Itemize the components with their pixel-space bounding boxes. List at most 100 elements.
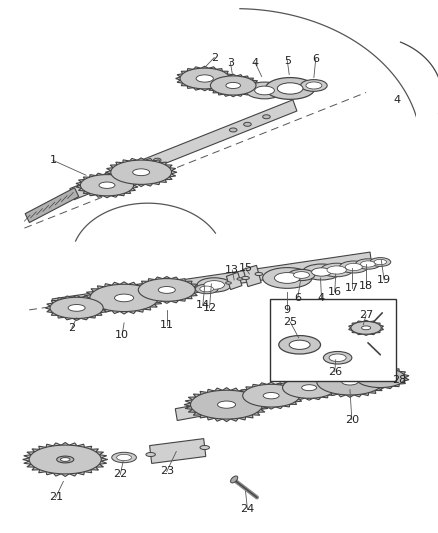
Ellipse shape	[277, 83, 303, 94]
Ellipse shape	[243, 384, 300, 407]
Ellipse shape	[263, 115, 270, 119]
Ellipse shape	[237, 278, 243, 280]
Ellipse shape	[339, 261, 368, 273]
Ellipse shape	[327, 266, 346, 274]
Ellipse shape	[361, 326, 371, 330]
Text: 13: 13	[225, 265, 239, 275]
Polygon shape	[278, 375, 340, 400]
Text: 18: 18	[359, 281, 373, 291]
Polygon shape	[25, 188, 79, 223]
Ellipse shape	[57, 456, 74, 463]
Text: 27: 27	[359, 310, 373, 320]
Ellipse shape	[50, 297, 103, 319]
Ellipse shape	[218, 401, 236, 408]
Ellipse shape	[351, 321, 381, 334]
Ellipse shape	[230, 128, 237, 132]
Polygon shape	[226, 272, 242, 289]
Text: 24: 24	[240, 504, 254, 514]
Text: 6: 6	[312, 53, 319, 63]
Text: 20: 20	[345, 415, 359, 425]
Text: 4: 4	[394, 95, 401, 106]
Ellipse shape	[153, 158, 161, 162]
Ellipse shape	[226, 83, 240, 88]
Text: 3: 3	[227, 58, 234, 68]
Polygon shape	[134, 277, 200, 303]
Text: 22: 22	[113, 470, 127, 480]
Ellipse shape	[244, 122, 251, 126]
Ellipse shape	[133, 169, 150, 176]
Polygon shape	[207, 74, 260, 97]
Text: 10: 10	[115, 330, 129, 340]
Text: 23: 23	[160, 466, 174, 477]
Ellipse shape	[81, 175, 134, 196]
Polygon shape	[176, 66, 234, 91]
Ellipse shape	[139, 164, 147, 168]
Ellipse shape	[138, 279, 195, 301]
Text: 2: 2	[68, 323, 75, 333]
Polygon shape	[184, 387, 269, 422]
Text: 17: 17	[345, 283, 359, 293]
Text: 9: 9	[284, 305, 291, 315]
Ellipse shape	[288, 269, 315, 280]
Text: 26: 26	[328, 367, 342, 377]
Text: 14: 14	[196, 300, 210, 310]
Polygon shape	[52, 252, 371, 311]
Ellipse shape	[263, 268, 312, 288]
Ellipse shape	[68, 304, 85, 311]
Polygon shape	[84, 282, 164, 314]
Ellipse shape	[58, 457, 72, 462]
Ellipse shape	[158, 287, 175, 293]
Polygon shape	[105, 158, 177, 187]
Ellipse shape	[112, 453, 136, 463]
Ellipse shape	[311, 268, 331, 276]
Text: 5: 5	[284, 55, 291, 66]
Ellipse shape	[191, 390, 263, 419]
Ellipse shape	[293, 272, 310, 278]
Polygon shape	[70, 100, 297, 200]
Ellipse shape	[356, 368, 405, 387]
Ellipse shape	[246, 82, 283, 99]
Text: 11: 11	[160, 320, 174, 330]
Ellipse shape	[374, 260, 387, 265]
Ellipse shape	[195, 284, 218, 294]
Ellipse shape	[255, 272, 263, 276]
Ellipse shape	[226, 282, 231, 284]
Ellipse shape	[373, 375, 388, 381]
Polygon shape	[175, 369, 396, 421]
Ellipse shape	[302, 385, 317, 391]
Ellipse shape	[210, 76, 256, 95]
Text: 1: 1	[49, 155, 57, 165]
Text: 6: 6	[294, 293, 301, 303]
Polygon shape	[76, 173, 138, 198]
Text: 4: 4	[318, 293, 325, 303]
Ellipse shape	[146, 453, 155, 456]
Ellipse shape	[321, 263, 353, 277]
Text: 4: 4	[251, 58, 258, 68]
Ellipse shape	[283, 377, 336, 398]
Ellipse shape	[254, 86, 274, 95]
Ellipse shape	[200, 446, 209, 449]
Polygon shape	[243, 265, 261, 287]
Ellipse shape	[317, 368, 383, 395]
Ellipse shape	[323, 351, 352, 364]
Ellipse shape	[114, 294, 134, 302]
Ellipse shape	[370, 257, 391, 266]
Ellipse shape	[230, 476, 238, 483]
Ellipse shape	[342, 378, 358, 385]
Ellipse shape	[300, 79, 327, 91]
Polygon shape	[311, 366, 389, 398]
Ellipse shape	[329, 354, 346, 361]
Text: 12: 12	[202, 303, 216, 313]
Polygon shape	[349, 320, 384, 335]
Ellipse shape	[303, 264, 340, 280]
Ellipse shape	[99, 182, 115, 188]
Ellipse shape	[265, 78, 315, 99]
Ellipse shape	[29, 445, 101, 474]
Ellipse shape	[180, 68, 230, 89]
Ellipse shape	[263, 392, 279, 399]
Text: 16: 16	[328, 287, 342, 297]
Polygon shape	[352, 366, 409, 389]
Polygon shape	[150, 439, 206, 463]
Ellipse shape	[275, 272, 300, 284]
Ellipse shape	[360, 261, 375, 267]
